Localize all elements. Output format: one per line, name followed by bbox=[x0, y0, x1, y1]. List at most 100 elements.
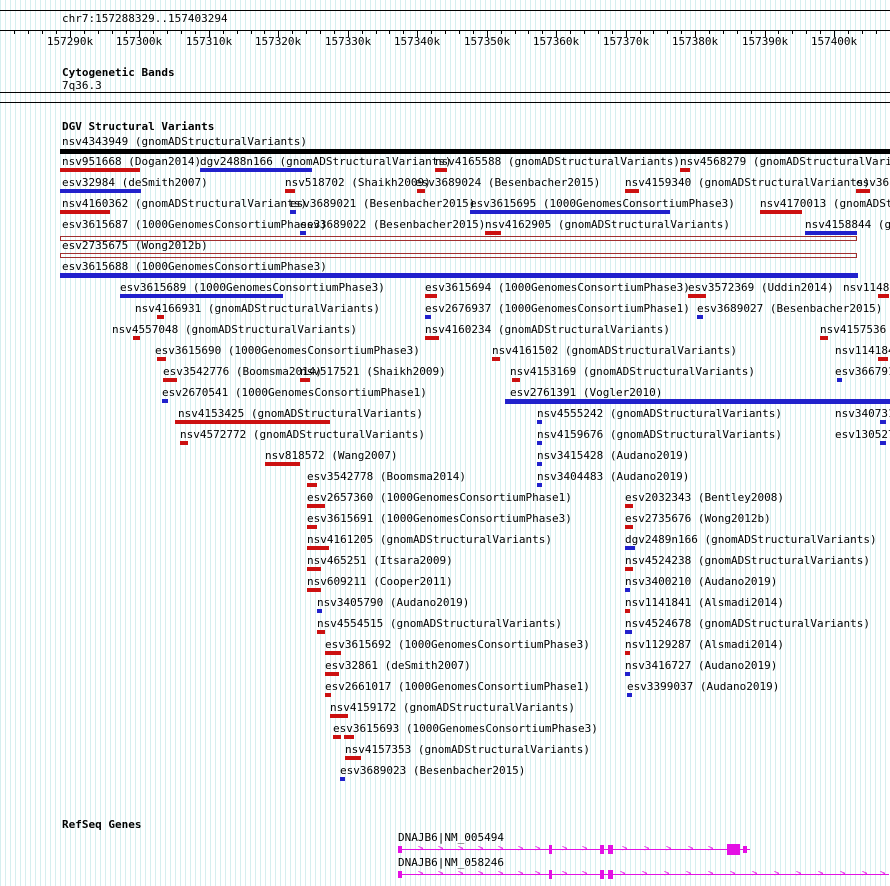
variant-label[interactable]: nsv4524238 (gnomADStructuralVariants) bbox=[625, 554, 871, 567]
variant-label[interactable]: nsv4160234 (gnomADStructuralVariants) bbox=[425, 323, 671, 336]
variant-bar[interactable] bbox=[325, 693, 331, 697]
variant-label[interactable]: nsv114184 bbox=[835, 344, 890, 357]
gene-exon[interactable] bbox=[727, 844, 740, 855]
variant-label[interactable]: esv3615691 (1000GenomesConsortiumPhase3) bbox=[307, 512, 572, 525]
variant-label[interactable]: nsv4161502 (gnomADStructuralVariants) bbox=[492, 344, 738, 357]
variant-bar[interactable] bbox=[537, 483, 542, 487]
variant-label[interactable]: nsv4166931 (gnomADStructuralVariants) bbox=[135, 302, 381, 315]
variant-label[interactable]: nsv4153425 (gnomADStructuralVariants) bbox=[178, 407, 424, 420]
variant-bar[interactable] bbox=[470, 210, 670, 214]
variant-label[interactable]: nsv4557048 (gnomADStructuralVariants) bbox=[112, 323, 358, 336]
variant-bar[interactable] bbox=[300, 231, 306, 235]
variant-label[interactable]: esv32861 (deSmith2007) bbox=[325, 659, 471, 672]
variant-bar[interactable] bbox=[417, 189, 425, 193]
variant-bar[interactable] bbox=[760, 210, 802, 214]
variant-bar[interactable] bbox=[60, 273, 858, 278]
variant-bar[interactable] bbox=[60, 210, 110, 214]
gene-label[interactable]: DNAJB6|NM_005494 bbox=[398, 831, 504, 844]
variant-bar[interactable] bbox=[820, 336, 828, 340]
variant-label[interactable]: esv130527 bbox=[835, 428, 890, 441]
variant-label[interactable]: esv3615689 (1000GenomesConsortiumPhase3) bbox=[120, 281, 385, 294]
variant-label[interactable]: nsv340731 bbox=[835, 407, 890, 420]
variant-bar[interactable] bbox=[325, 672, 339, 676]
variant-bar[interactable] bbox=[325, 651, 341, 655]
variant-label[interactable]: nsv4160362 (gnomADStructuralVariants) bbox=[62, 197, 308, 210]
variant-label[interactable]: nsv3416727 (Audano2019) bbox=[625, 659, 778, 672]
variant-label[interactable]: esv2735675 (Wong2012b) bbox=[62, 239, 208, 252]
variant-bar[interactable] bbox=[307, 525, 317, 529]
variant-bar[interactable] bbox=[60, 168, 140, 172]
variant-label[interactable]: nsv4157536 ( bbox=[820, 323, 890, 336]
variant-label[interactable]: nsv609211 (Cooper2011) bbox=[307, 575, 453, 588]
gene-exon[interactable] bbox=[398, 871, 402, 878]
variant-bar[interactable] bbox=[180, 441, 188, 445]
variant-label[interactable]: esv2761391 (Vogler2010) bbox=[510, 386, 663, 399]
variant-label[interactable]: esv3542778 (Boomsma2014) bbox=[307, 470, 466, 483]
variant-bar[interactable] bbox=[537, 420, 542, 424]
variant-bar[interactable] bbox=[133, 336, 140, 340]
variant-label[interactable]: esv3689023 (Besenbacher2015) bbox=[340, 764, 526, 777]
variant-label[interactable]: nsv1129287 (Alsmadi2014) bbox=[625, 638, 784, 651]
variant-bar[interactable] bbox=[425, 336, 439, 340]
variant-label[interactable]: nsv4158844 (g bbox=[805, 218, 890, 231]
variant-label[interactable]: esv3615687 (1000GenomesConsortiumPhase3) bbox=[62, 218, 327, 231]
variant-label[interactable]: nsv517521 (Shaikh2009) bbox=[300, 365, 446, 378]
variant-bar[interactable] bbox=[285, 189, 295, 193]
variant-bar[interactable] bbox=[505, 399, 890, 404]
variant-bar[interactable] bbox=[344, 735, 354, 739]
variant-label[interactable]: dgv2488n166 (gnomADStructuralVariants) bbox=[200, 155, 452, 168]
variant-bar[interactable] bbox=[317, 630, 325, 634]
variant-label[interactable]: esv366791 bbox=[835, 365, 890, 378]
variant-label[interactable]: nsv1141841 (Alsmadi2014) bbox=[625, 596, 784, 609]
variant-bar[interactable] bbox=[880, 420, 886, 424]
gene-exon[interactable] bbox=[600, 845, 604, 854]
variant-label[interactable]: nsv3415428 (Audano2019) bbox=[537, 449, 690, 462]
variant-label[interactable]: esv3615692 (1000GenomesConsortiumPhase3) bbox=[325, 638, 590, 651]
variant-label[interactable]: nsv4159340 (gnomADStructuralVariants) bbox=[625, 176, 871, 189]
variant-bar[interactable] bbox=[537, 462, 542, 466]
variant-label[interactable]: esv3615688 (1000GenomesConsortiumPhase3) bbox=[62, 260, 327, 273]
variant-label[interactable]: nsv3404483 (Audano2019) bbox=[537, 470, 690, 483]
variant-label[interactable]: esv3615693 (1000GenomesConsortiumPhase3) bbox=[333, 722, 598, 735]
variant-label[interactable]: esv2661017 (1000GenomesConsortiumPhase1) bbox=[325, 680, 590, 693]
variant-bar[interactable] bbox=[175, 420, 330, 424]
variant-bar[interactable] bbox=[163, 378, 177, 382]
variant-label[interactable]: nsv4343949 (gnomADStructuralVariants) bbox=[62, 135, 308, 148]
variant-bar[interactable] bbox=[625, 609, 630, 613]
variant-label[interactable]: nsv465251 (Itsara2009) bbox=[307, 554, 453, 567]
variant-label[interactable]: nsv4170013 (gnomADStru bbox=[760, 197, 890, 210]
variant-label[interactable]: esv32984 (deSmith2007) bbox=[62, 176, 208, 189]
variant-label[interactable]: esv3572369 (Uddin2014) bbox=[688, 281, 834, 294]
variant-label[interactable]: esv2676937 (1000GenomesConsortiumPhase1) bbox=[425, 302, 690, 315]
variant-label[interactable]: nsv518702 (Shaikh2009) bbox=[285, 176, 431, 189]
variant-bar[interactable] bbox=[697, 315, 703, 319]
variant-bar[interactable] bbox=[485, 231, 501, 235]
variant-label[interactable]: esv2032343 (Bentley2008) bbox=[625, 491, 784, 504]
variant-label[interactable]: esv36 bbox=[856, 176, 890, 189]
variant-label[interactable]: nsv4568279 (gnomADStructuralVariants) bbox=[680, 155, 890, 168]
variant-label[interactable]: esv2657360 (1000GenomesConsortiumPhase1) bbox=[307, 491, 572, 504]
variant-bar[interactable] bbox=[492, 357, 500, 361]
variant-bar[interactable] bbox=[60, 253, 857, 258]
variant-bar[interactable] bbox=[120, 294, 283, 298]
variant-label[interactable]: dgv2489n166 (gnomADStructuralVariants) bbox=[625, 533, 877, 546]
variant-bar[interactable] bbox=[680, 168, 690, 172]
gene-exon[interactable] bbox=[600, 870, 604, 879]
gene-exon[interactable] bbox=[549, 870, 552, 879]
variant-bar[interactable] bbox=[625, 504, 633, 508]
variant-label[interactable]: nsv4157353 (gnomADStructuralVariants) bbox=[345, 743, 591, 756]
gene-line[interactable] bbox=[398, 849, 750, 850]
variant-label[interactable]: nsv4159172 (gnomADStructuralVariants) bbox=[330, 701, 576, 714]
variant-bar[interactable] bbox=[425, 294, 437, 298]
variant-bar[interactable] bbox=[625, 189, 639, 193]
variant-bar[interactable] bbox=[512, 378, 520, 382]
variant-bar[interactable] bbox=[330, 714, 348, 718]
variant-bar[interactable] bbox=[435, 168, 447, 172]
variant-bar[interactable] bbox=[317, 609, 322, 613]
variant-bar[interactable] bbox=[625, 672, 630, 676]
variant-label[interactable]: esv3689027 (Besenbacher2015) bbox=[697, 302, 883, 315]
variant-label[interactable]: nsv4162905 (gnomADStructuralVariants) bbox=[485, 218, 731, 231]
variant-bar[interactable] bbox=[60, 149, 890, 154]
gene-line[interactable] bbox=[398, 874, 889, 875]
variant-label[interactable]: esv3689022 (Besenbacher2015) bbox=[300, 218, 486, 231]
